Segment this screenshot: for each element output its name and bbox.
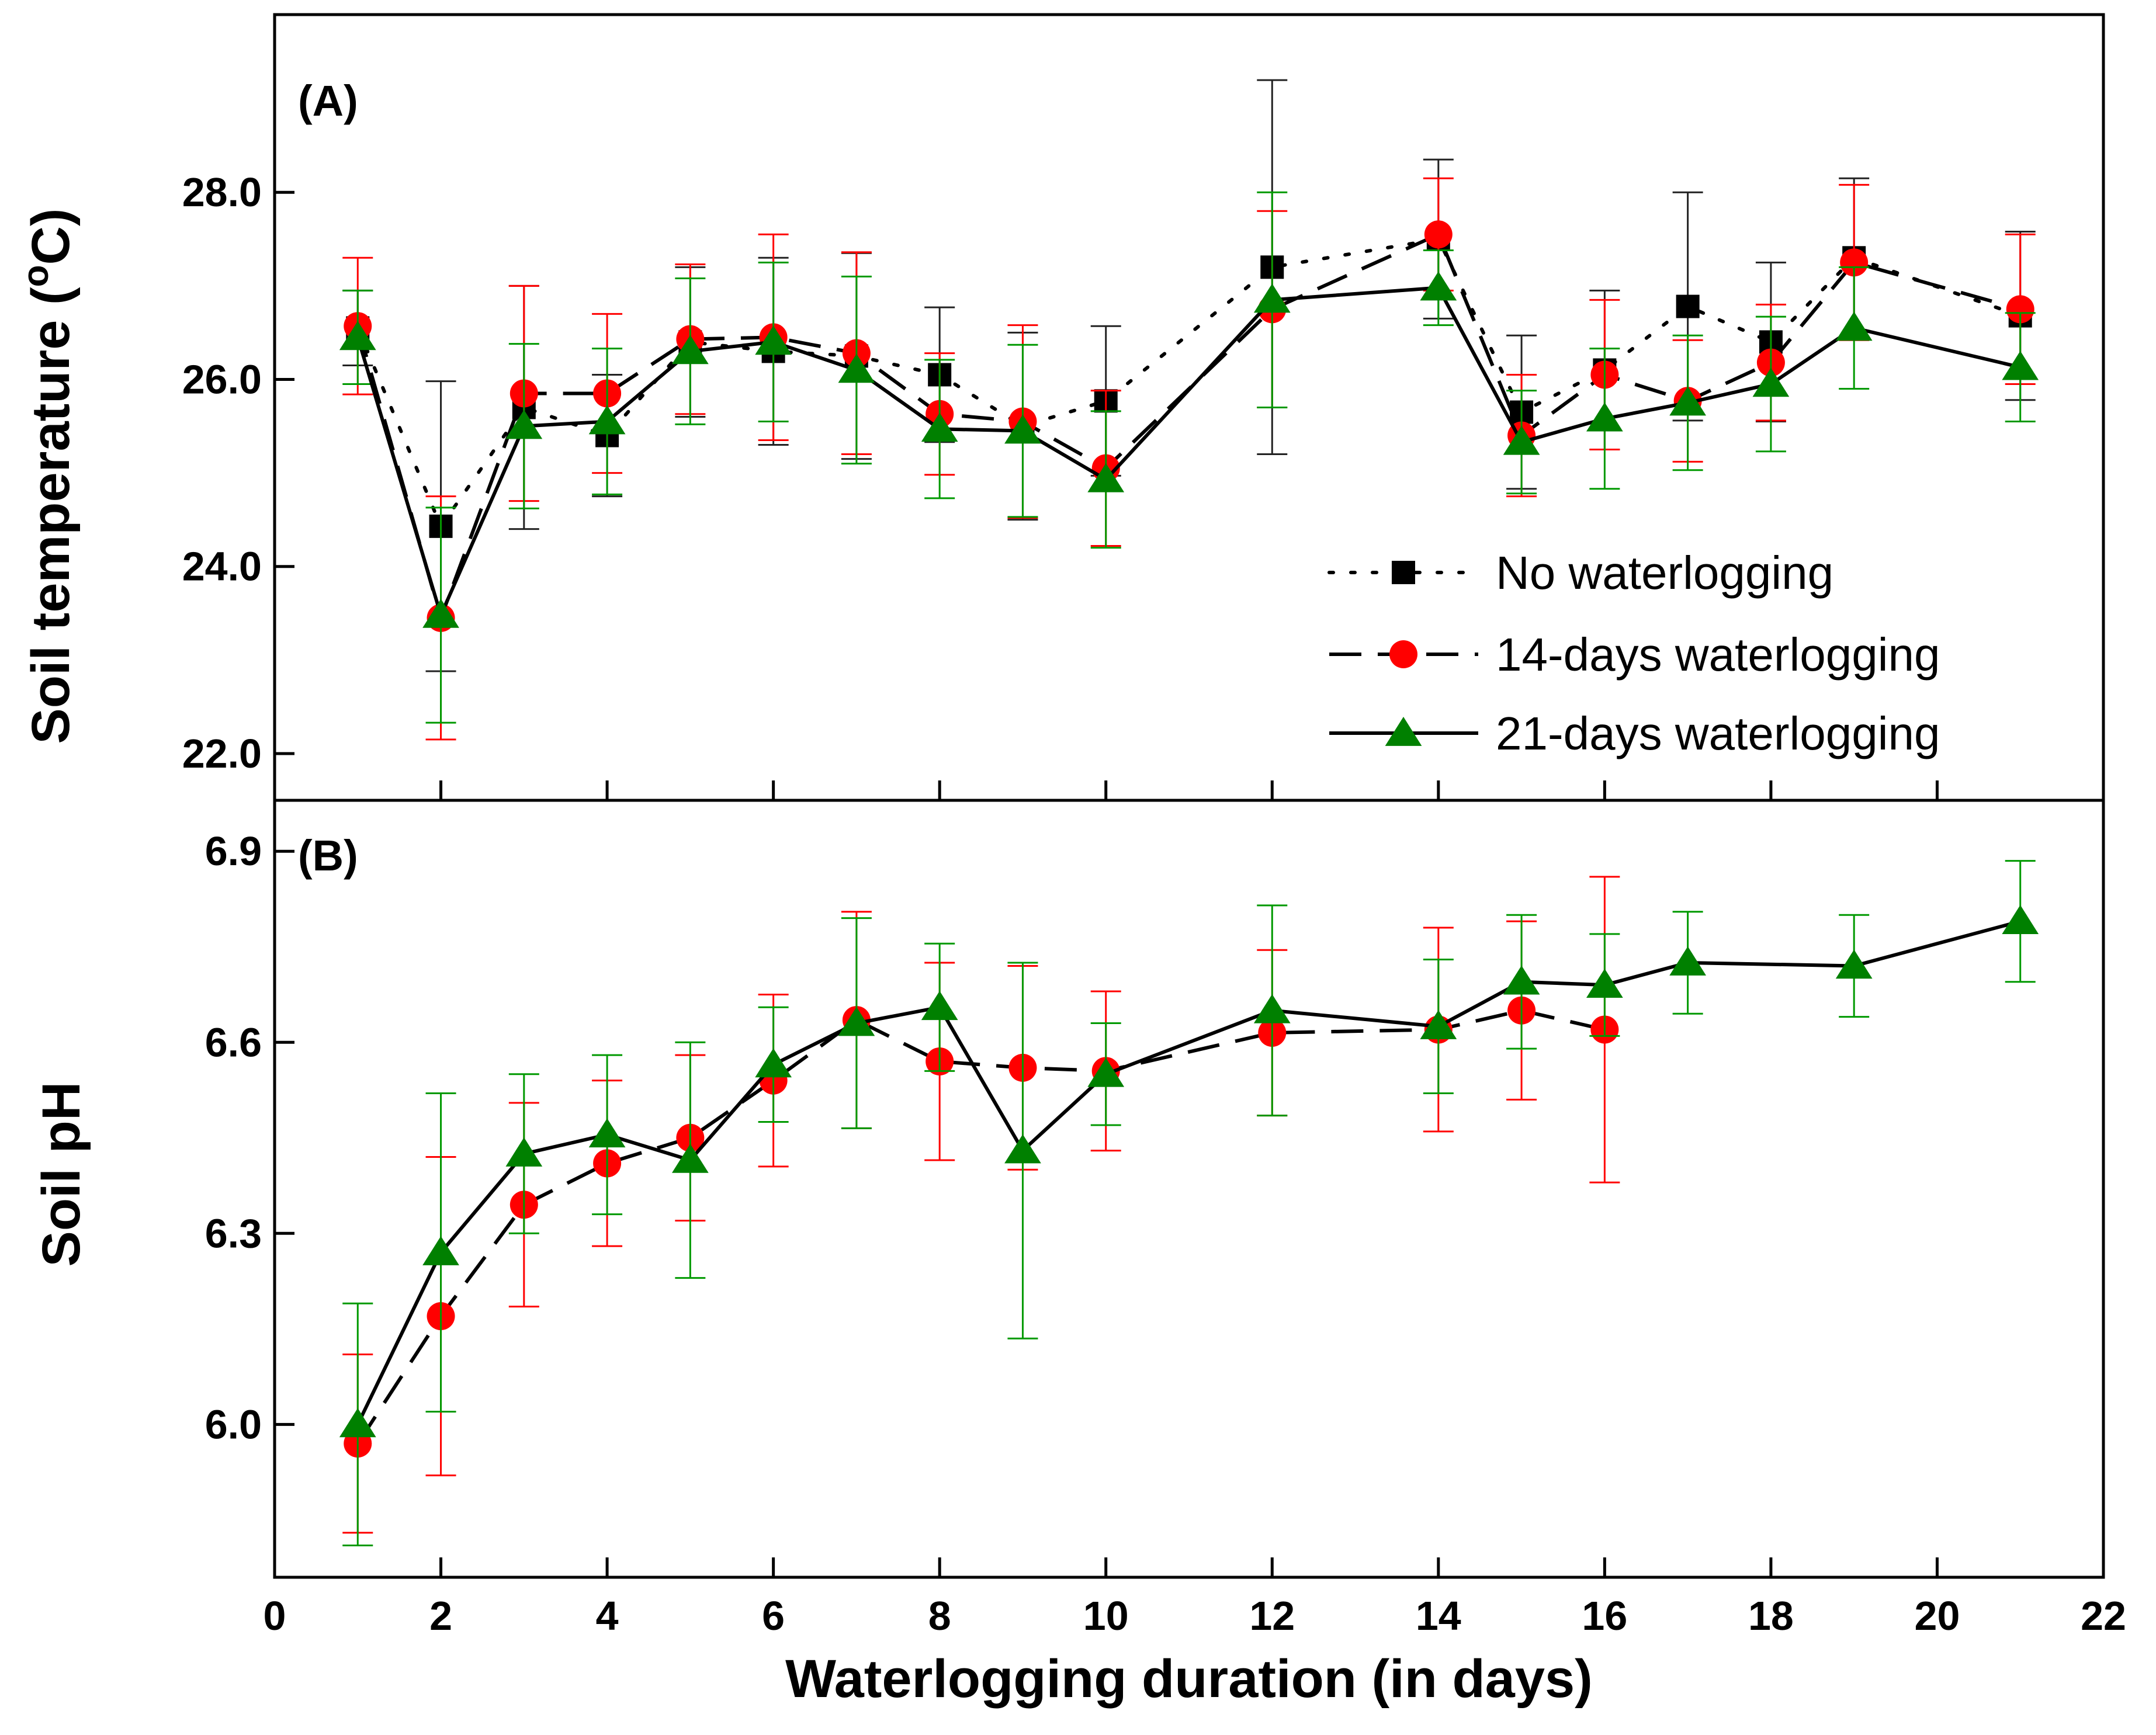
data-point [1835,949,1873,979]
data-point [755,1048,792,1078]
data-point [1420,271,1457,301]
x-tick-label: 22 [2081,1593,2126,1639]
data-point [588,1118,626,1148]
x-tick-label: 20 [1915,1593,1960,1639]
x-tick-label: 16 [1582,1593,1627,1639]
panel-a-frame [273,13,2105,802]
panel-a-y-tick-label: 26.0 [182,356,262,402]
panel-a-label: (A) [298,77,358,125]
panel-a-y-axis-title-unit: C) [21,208,81,265]
x-axis: 0 2 4 6 8 10 12 14 16 18 20 22 [264,1593,2126,1639]
x-tick-label: 4 [596,1593,619,1639]
panel-a-y-tick-label: 22.0 [182,731,262,776]
data-point [422,1236,459,1265]
data-point [921,412,958,442]
data-point [672,1143,709,1173]
panel-a-y-tick-label: 24.0 [182,544,262,589]
panel-b-frame [273,799,2105,1579]
data-point [2002,905,2039,934]
data-point [1752,367,1790,397]
data-point [1424,220,1453,249]
legend: No waterlogging 14-days waterlogging 21-da… [1327,547,1940,759]
x-tick-label: 18 [1748,1593,1794,1639]
data-point [1840,248,1869,277]
legend-marker [1392,561,1415,584]
legend-label: 21-days waterlogging [1496,707,1940,759]
data-point [2006,295,2034,324]
x-tick-label: 14 [1416,1593,1461,1639]
data-point [1835,311,1873,341]
x-tick-label: 0 [264,1593,286,1639]
panel-b-y-tick-label: 6.3 [205,1210,262,1256]
x-tick-label: 8 [928,1593,951,1639]
panel-b-y-tick-label: 6.0 [205,1401,262,1447]
panel-a: 22.0 24.0 26.0 28.0 [182,13,2105,802]
x-tick-label: 6 [762,1593,785,1639]
data-point [1669,386,1706,416]
x-tick-label: 2 [429,1593,452,1639]
panel-b-y-tick-label: 6.6 [205,1019,262,1065]
data-point [1503,425,1540,455]
data-point [1586,402,1623,432]
data-point [1004,1134,1041,1164]
x-axis-title: Waterlogging duration (in days) [785,1649,1593,1709]
panel-b-y-tick-label: 6.9 [205,828,262,874]
data-point [505,1137,543,1167]
legend-label: 14-days waterlogging [1496,629,1940,681]
legend-label: No waterlogging [1496,547,1833,599]
panel-a-series-21-days-waterlogging [339,191,2039,724]
data-point [1253,283,1291,313]
data-point [1420,1010,1457,1039]
data-point [1586,969,1623,998]
data-point [422,598,459,628]
data-point [755,325,792,355]
data-point [1087,463,1125,492]
data-point [588,405,626,435]
data-point [1503,965,1540,995]
x-tick-label: 10 [1083,1593,1129,1639]
legend-marker [1385,717,1422,746]
panel-b-label: (B) [298,831,358,880]
panel-a-y-axis-title-main: Soil temperature ( [21,287,81,744]
panel-b: 6.0 6.3 6.6 6.9 [205,799,2105,1579]
data-point [505,410,543,439]
data-point [838,1007,875,1036]
legend-marker [1389,640,1417,668]
data-point [672,335,709,365]
data-point [339,1408,376,1438]
panel-b-y-axis-title: Soil pH [32,1082,91,1267]
data-point [1676,294,1700,318]
data-point [838,353,875,383]
data-point [1087,1057,1125,1087]
data-point [1669,946,1706,976]
data-point [1253,994,1291,1023]
data-point [921,991,958,1021]
panel-b-series-14-days-waterlogging [342,876,1620,1534]
panel-b-series-21-days-waterlogging [339,860,2039,1546]
data-point [339,321,376,351]
panel-a-y-tick-label: 28.0 [182,169,262,215]
data-point [2002,351,2039,380]
series-line [356,286,2021,617]
panel-a-y-axis-title: Soil temperature (oC) [16,208,81,744]
x-tick-label: 12 [1249,1593,1295,1639]
data-point [1004,414,1041,444]
series-line [356,1008,1606,1445]
panel-a-y-axis-title-superscript: o [16,265,56,287]
